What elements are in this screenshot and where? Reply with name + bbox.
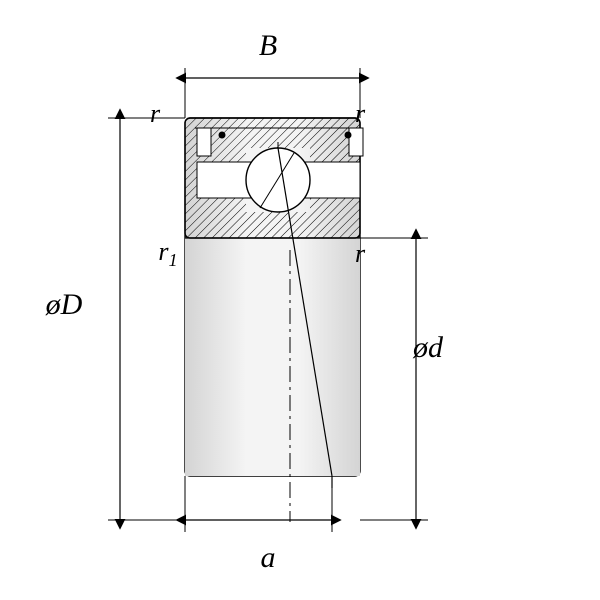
label-r-top-left: r xyxy=(150,99,160,129)
label-r1: r1 xyxy=(158,237,177,271)
label-a: a xyxy=(261,541,276,575)
label-r-top-right: r xyxy=(355,99,365,129)
label-d: ød xyxy=(413,331,443,365)
label-D: øD xyxy=(46,288,83,322)
label-B: B xyxy=(259,29,277,63)
label-r-mid-right: r xyxy=(355,239,365,269)
